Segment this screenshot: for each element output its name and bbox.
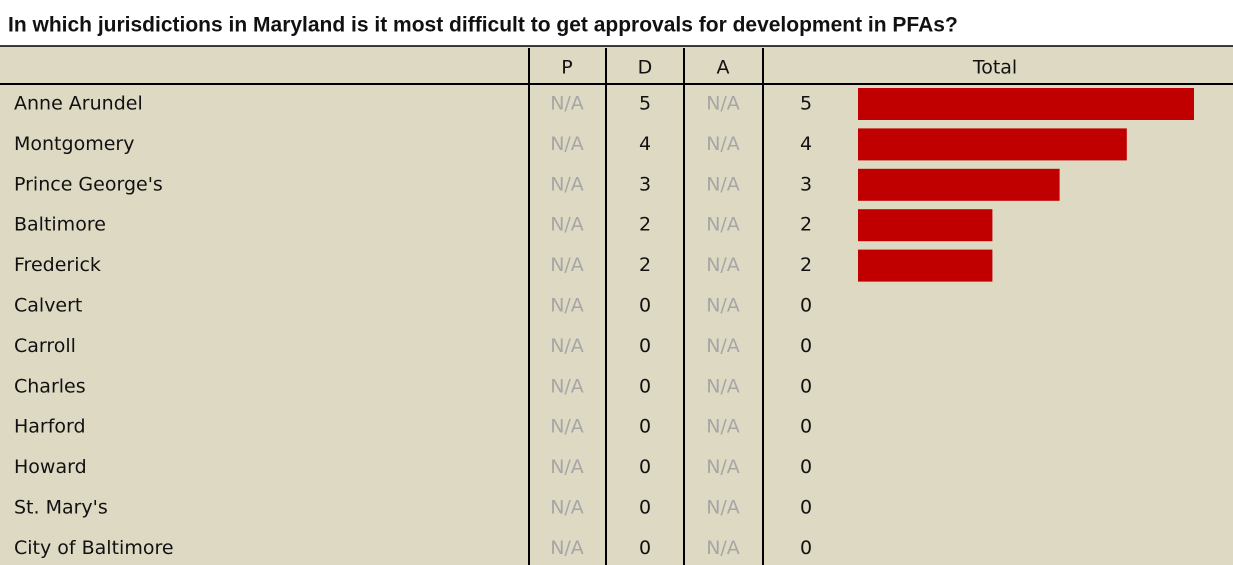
cell: N/A [706, 93, 740, 115]
row-label: Howard [14, 456, 87, 478]
column-header: P [561, 57, 572, 79]
cell: 0 [800, 497, 812, 519]
cell: N/A [706, 133, 740, 155]
cell: 0 [639, 497, 651, 519]
row-label: City of Baltimore [14, 537, 174, 559]
cell: 0 [639, 537, 651, 559]
cell: N/A [550, 537, 584, 559]
cell: 0 [639, 416, 651, 438]
cell: 0 [800, 335, 812, 357]
cell: 2 [800, 214, 812, 236]
row-label: Anne Arundel [14, 93, 143, 115]
row-label: Carroll [14, 335, 76, 357]
cell: 2 [800, 254, 812, 276]
cell: 0 [800, 375, 812, 397]
cell: N/A [706, 214, 740, 236]
column-header: Total [972, 57, 1017, 79]
cell: N/A [706, 416, 740, 438]
bar [858, 168, 1060, 201]
row-label: Baltimore [14, 214, 106, 236]
cell: N/A [706, 456, 740, 478]
cell: N/A [550, 497, 584, 519]
cell: N/A [550, 93, 584, 115]
cell: 4 [639, 133, 651, 155]
row-label: Calvert [14, 295, 82, 317]
row-label: Montgomery [14, 133, 134, 155]
cell: N/A [550, 375, 584, 397]
cell: N/A [706, 537, 740, 559]
cell: 0 [800, 456, 812, 478]
row-label: Prince George's [14, 173, 163, 195]
cell: N/A [550, 254, 584, 276]
row-label: Harford [14, 416, 86, 438]
cell: N/A [550, 173, 584, 195]
cell: N/A [550, 214, 584, 236]
bar [858, 209, 993, 242]
title: In which jurisdictions in Maryland is it… [8, 14, 958, 37]
bar [858, 88, 1194, 120]
cell: 0 [639, 295, 651, 317]
column-header: A [717, 57, 730, 79]
cell: 5 [800, 93, 812, 115]
row-label: Frederick [14, 254, 101, 276]
cell: 0 [800, 416, 812, 438]
cell: N/A [706, 173, 740, 195]
cell: N/A [706, 254, 740, 276]
row-label: Charles [14, 375, 86, 397]
cell: 0 [639, 335, 651, 357]
cell: N/A [550, 295, 584, 317]
row-label: St. Mary's [14, 497, 108, 519]
cell: 3 [800, 173, 812, 195]
cell: N/A [550, 335, 584, 357]
cell: 0 [800, 295, 812, 317]
cell: N/A [550, 416, 584, 438]
cell: 2 [639, 214, 651, 236]
cell: N/A [706, 375, 740, 397]
column-header: D [638, 57, 653, 79]
cell: N/A [550, 456, 584, 478]
cell: N/A [550, 133, 584, 155]
cell: 0 [639, 375, 651, 397]
cell: 5 [639, 93, 651, 115]
cell: 0 [800, 537, 812, 559]
bar [858, 249, 993, 282]
cell: 0 [639, 456, 651, 478]
bar [858, 128, 1127, 161]
cell: N/A [706, 335, 740, 357]
cell: 4 [800, 133, 812, 155]
cell: 2 [639, 254, 651, 276]
cell: N/A [706, 497, 740, 519]
cell: 3 [639, 173, 651, 195]
cell: N/A [706, 295, 740, 317]
title-background [0, 0, 1233, 46]
